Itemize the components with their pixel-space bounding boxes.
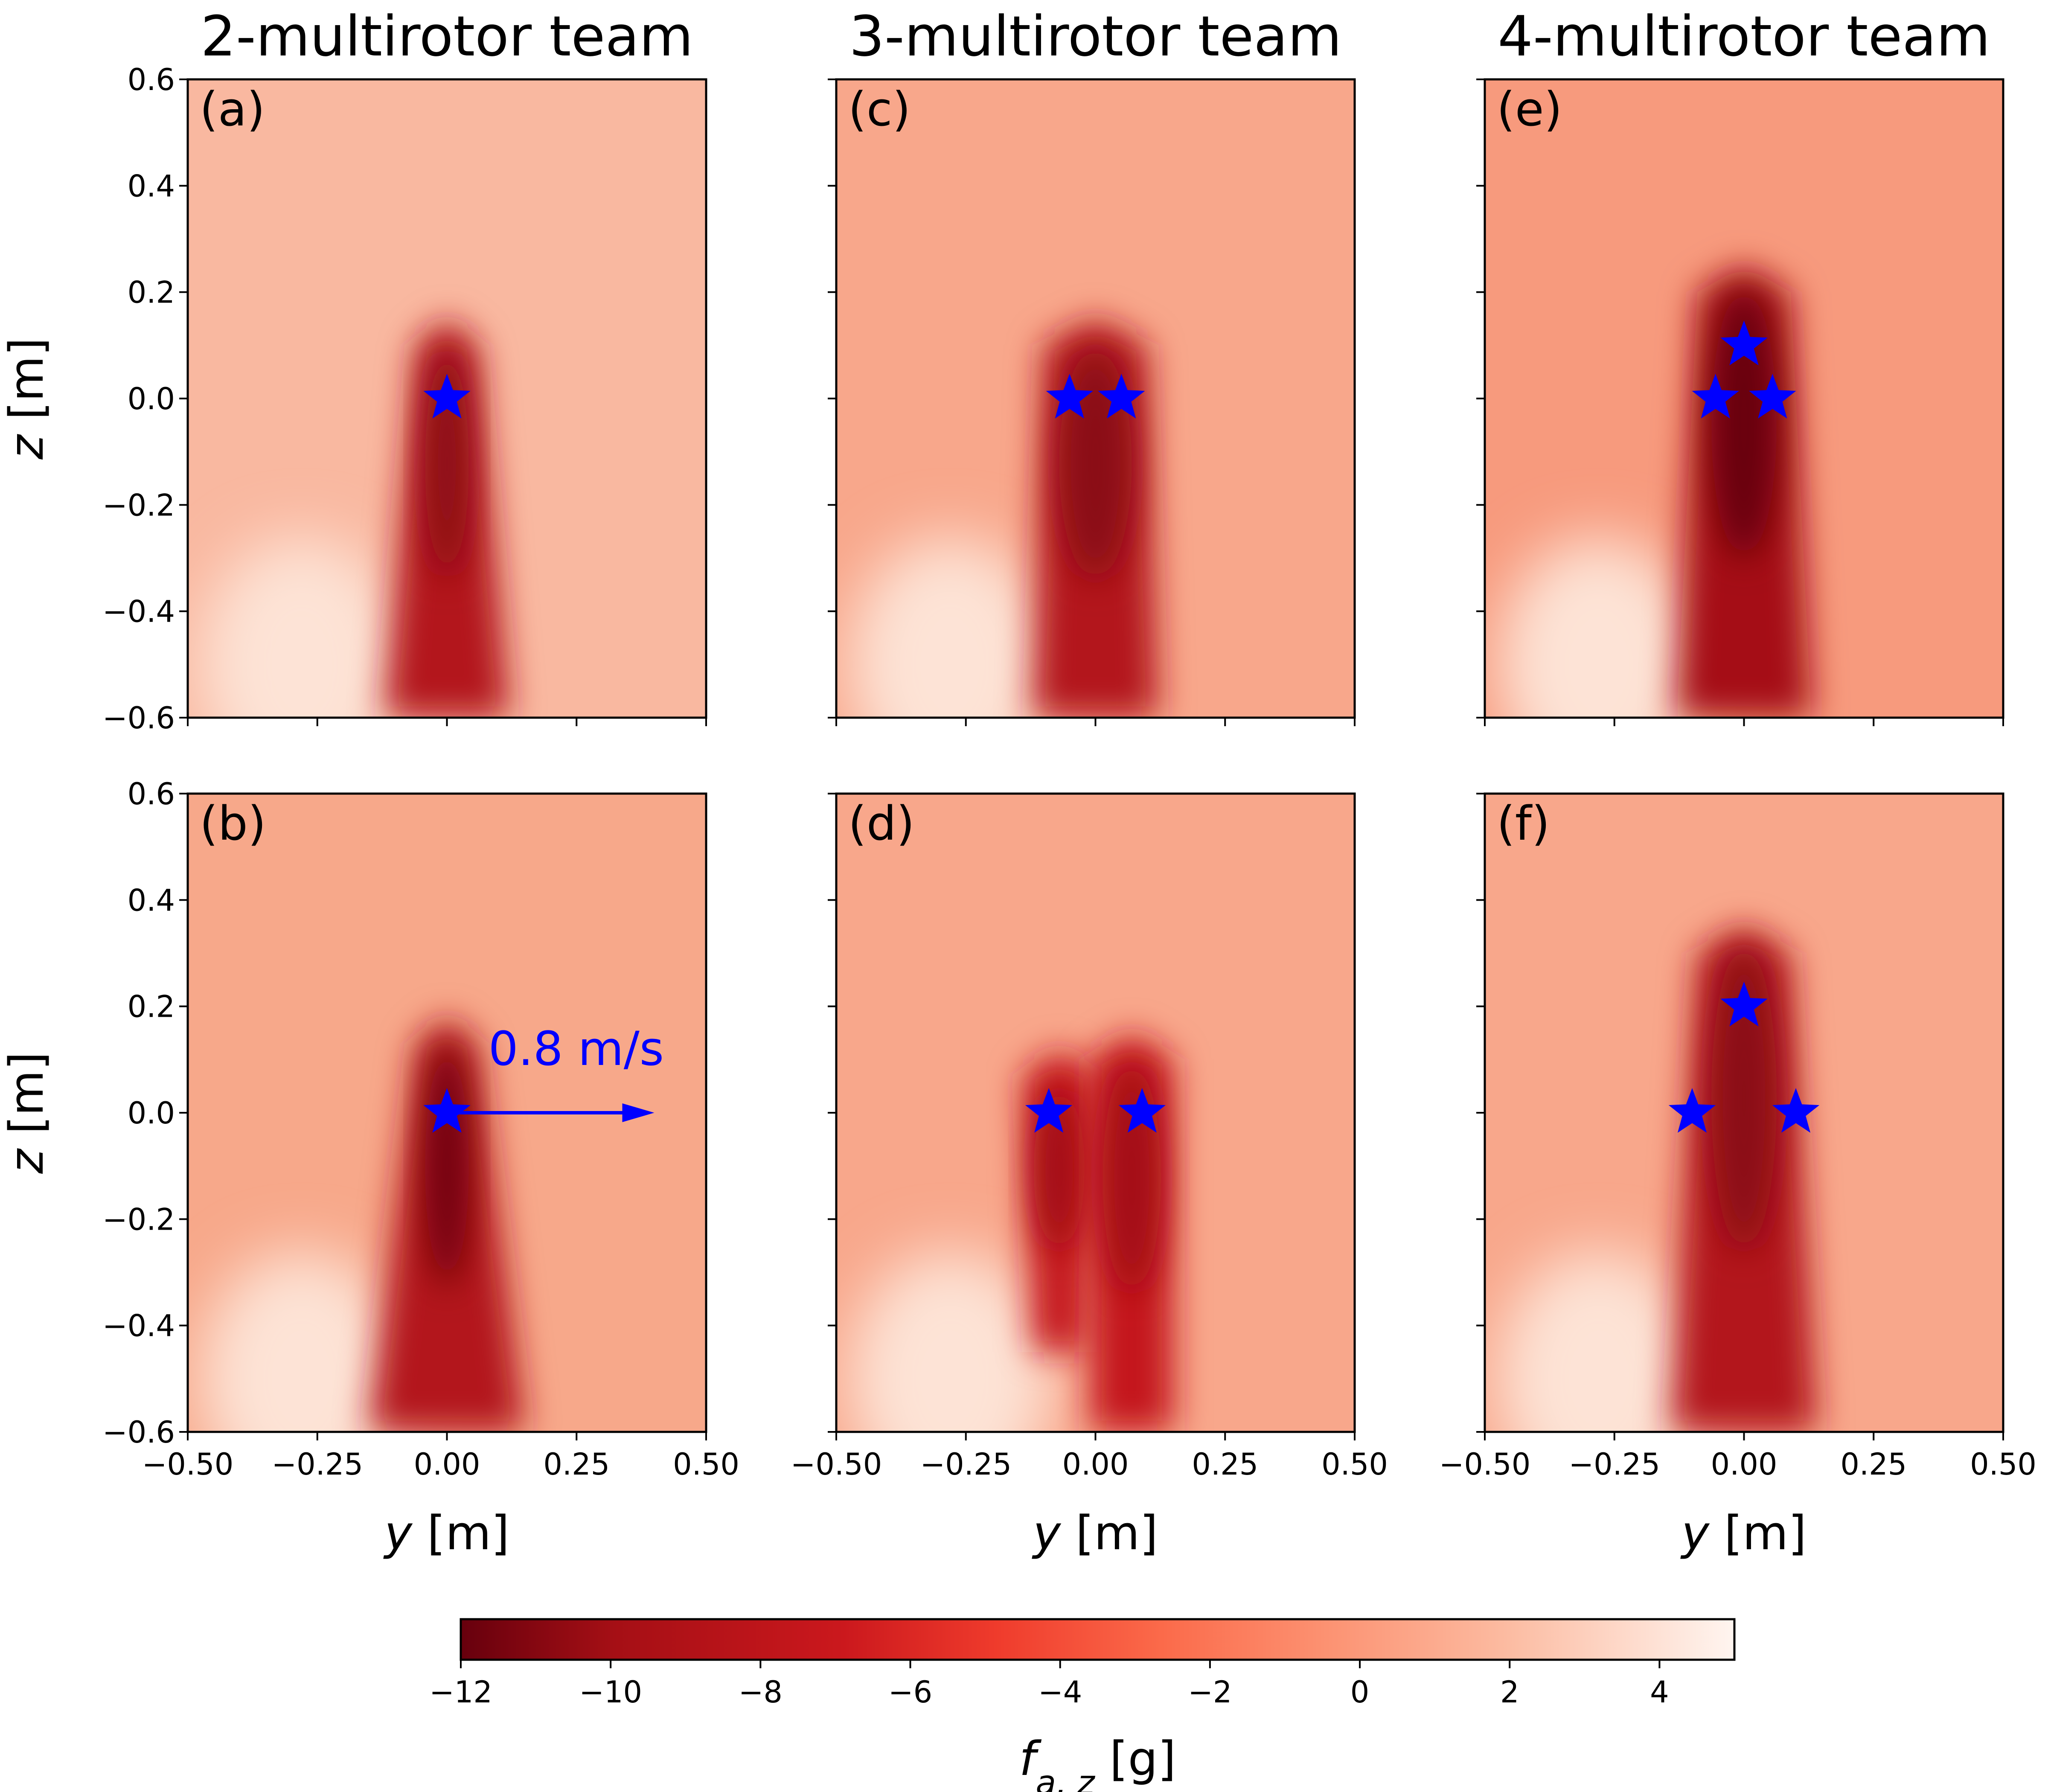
y-tick-label: 0.2 (128, 275, 175, 310)
heatmap-plume-core (1103, 1062, 1161, 1294)
wind-arrow-head (622, 1103, 655, 1122)
wind-speed-label: 0.8 m/s (489, 1021, 664, 1076)
colorbar-tick-label: −4 (1038, 1675, 1082, 1710)
heatmap-pale-region (199, 1251, 404, 1432)
panel-label: (f) (1497, 796, 1550, 851)
rotor-star-marker (1118, 1088, 1166, 1133)
colorbar-tick-label: −2 (1188, 1675, 1232, 1710)
heatmap-panel: 0.8 m/s (b) 0.6 0.4 0.2 0.0 −0.2 −0.4 −0.6−0.50 −… (0, 777, 739, 1560)
x-tick-label: −0.25 (1568, 1447, 1660, 1482)
y-tick-label: −0.2 (102, 488, 175, 523)
x-tick-label: 0.50 (1321, 1447, 1388, 1482)
colorbar-tick-label: −6 (888, 1675, 932, 1710)
x-axis-label: y [m] (383, 1506, 509, 1560)
heatmap-plume-core (1711, 289, 1777, 559)
rotor-star-marker (1772, 1088, 1820, 1133)
rotor-star-marker (1025, 1088, 1073, 1133)
panel-label: (e) (1497, 82, 1562, 137)
x-tick-label: 0.00 (414, 1447, 480, 1482)
x-tick-label: −0.50 (142, 1447, 234, 1482)
y-tick-label: −0.4 (102, 1309, 175, 1344)
x-axis-label: y [m] (1680, 1506, 1807, 1560)
colorbar-tick-label: 2 (1500, 1675, 1519, 1710)
y-axis-label: z [m] (0, 1052, 54, 1174)
rotor-star-marker (423, 1088, 471, 1133)
panel-label: (c) (848, 82, 911, 137)
heatmap-plume-core (1033, 1088, 1085, 1252)
heatmap-panel: (f) −0.50 −0.25 0.00 0.25 0.50 y [m] (1439, 792, 2036, 1560)
column-title: 4-multirotor team (1498, 4, 1990, 69)
heatmap-field (188, 794, 706, 1432)
heatmap-panel: (e) (1476, 78, 2004, 726)
rotor-star-marker (1098, 374, 1145, 419)
heatmap-field (836, 79, 1355, 718)
panels-layer: (a) 0.6 0.4 0.2 0.0 −0.2 −0.4 −0.6 z [m] 0.8 m/s (… (0, 62, 2036, 1560)
y-tick-label: −0.6 (102, 1415, 175, 1450)
rotor-star-marker (1720, 320, 1768, 366)
y-tick-label: −0.6 (102, 701, 175, 736)
panel-label: (d) (848, 796, 915, 851)
heatmap-panel: (d) −0.50 −0.25 0.00 0.25 0.50 y [m] (791, 792, 1388, 1560)
colorbar-tick-label: −8 (739, 1675, 783, 1710)
heatmap-panel: (c) (828, 78, 1356, 726)
heatmap-field (1485, 794, 2003, 1432)
rotor-star-marker (1046, 374, 1093, 419)
x-tick-label: −0.50 (1439, 1447, 1531, 1482)
colorbar-tick-label: 0 (1350, 1675, 1370, 1710)
heatmap-field (188, 79, 706, 718)
column-titles: 2-multirotor team 3-multirotor team 4-mult… (201, 4, 1990, 69)
y-tick-label: −0.4 (102, 594, 175, 629)
y-tick-label: 0.4 (128, 169, 175, 204)
panel-label: (b) (200, 796, 266, 851)
x-tick-label: 0.50 (1970, 1447, 2036, 1482)
colorbar-tick-label: −10 (579, 1675, 642, 1710)
colorbar: −12 −10 −8 −6 −4 −2 0 2 4 fa, z [g] (429, 1618, 1736, 1792)
heatmap-pale-region (848, 1251, 1053, 1432)
x-tick-label: 0.50 (673, 1447, 739, 1482)
rotor-star-marker (1749, 374, 1796, 419)
panel-label: (a) (200, 82, 265, 137)
y-tick-label: 0.4 (128, 883, 175, 918)
x-tick-label: 0.25 (543, 1447, 610, 1482)
colorbar-tick-label: 4 (1650, 1675, 1669, 1710)
colorbar-gradient (461, 1619, 1734, 1660)
heatmap-panel: (a) 0.6 0.4 0.2 0.0 −0.2 −0.4 −0.6 z [m] (0, 62, 707, 736)
y-tick-label: 0.0 (128, 381, 175, 416)
heatmap-plume-core (425, 1044, 469, 1288)
x-tick-label: −0.25 (271, 1447, 363, 1482)
y-tick-label: −0.2 (102, 1202, 175, 1237)
heatmap-pale-region (199, 536, 404, 718)
y-tick-label: 0.6 (128, 777, 175, 812)
x-tick-label: −0.25 (920, 1447, 1012, 1482)
x-tick-label: 0.25 (1192, 1447, 1258, 1482)
heatmap-field (836, 794, 1355, 1432)
x-tick-label: 0.00 (1711, 1447, 1777, 1482)
y-axis-label: z [m] (0, 337, 54, 460)
heatmap-plume-core (1711, 944, 1777, 1252)
y-tick-label: 0.6 (128, 62, 175, 97)
heatmap-pale-region (1496, 1251, 1702, 1432)
column-title: 3-multirotor team (849, 4, 1342, 69)
x-tick-label: 0.00 (1062, 1447, 1129, 1482)
heatmap-field (1485, 79, 2003, 718)
rotor-star-marker (1692, 374, 1739, 419)
y-tick-label: 0.0 (128, 1096, 175, 1131)
heatmap-pale-region (848, 536, 1053, 718)
x-axis-label: y [m] (1032, 1506, 1158, 1560)
colorbar-tick-label: −12 (429, 1675, 492, 1710)
column-title: 2-multirotor team (201, 4, 693, 69)
colorbar-label: fa, z [g] (1019, 1731, 1176, 1792)
x-tick-label: 0.25 (1840, 1447, 1907, 1482)
heatmap-pale-region (1496, 536, 1702, 718)
rotor-star-marker (423, 374, 471, 419)
colorbar-frame (460, 1618, 1736, 1661)
rotor-star-marker (1668, 1088, 1716, 1133)
x-tick-label: −0.50 (791, 1447, 882, 1482)
rotor-star-marker (1720, 981, 1768, 1027)
y-tick-label: 0.2 (128, 989, 175, 1024)
